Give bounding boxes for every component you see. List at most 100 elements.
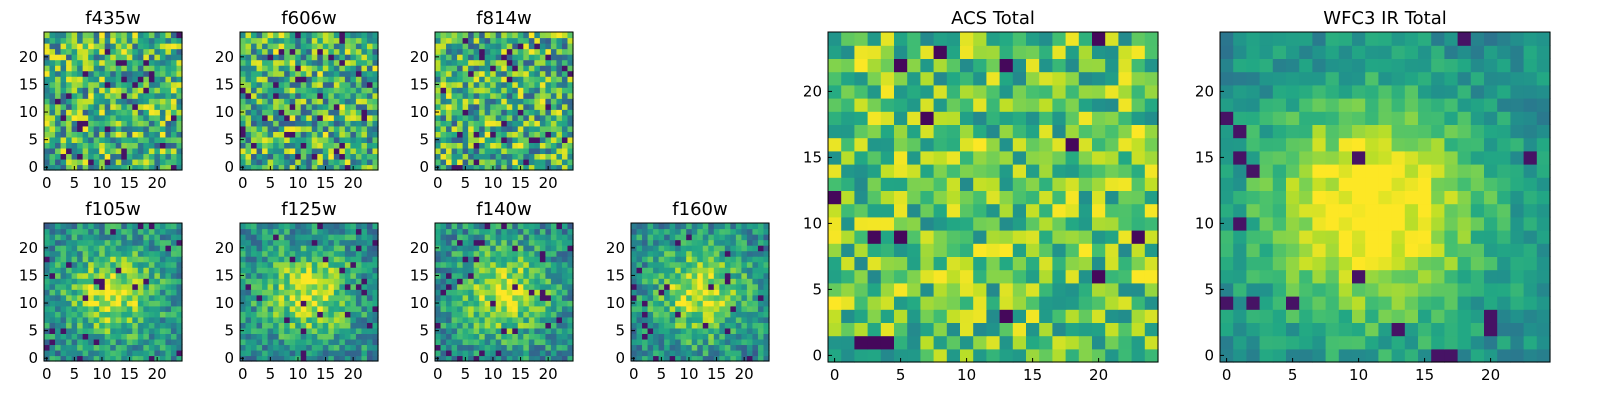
heatmap-cell	[556, 338, 563, 346]
heatmap-cell	[653, 261, 660, 268]
heatmap-cell	[333, 223, 340, 230]
heatmap-cell	[484, 344, 491, 351]
heatmap-cell	[680, 256, 687, 263]
heatmap-cell	[517, 272, 524, 279]
heatmap-cell	[647, 289, 654, 296]
heatmap-cell	[1039, 216, 1053, 231]
heatmap-cell	[300, 92, 307, 99]
heatmap-cell	[256, 272, 263, 279]
heatmap-cell	[512, 250, 519, 257]
heatmap-cell	[361, 147, 368, 155]
heatmap-cell	[506, 234, 513, 241]
heatmap-cell	[121, 305, 128, 312]
heatmap-cell	[256, 311, 263, 318]
heatmap-cell	[479, 109, 486, 116]
heatmap-cell	[686, 300, 693, 307]
heatmap-cell	[528, 153, 535, 160]
heatmap-cell	[523, 267, 530, 274]
heatmap-cell	[110, 37, 117, 44]
heatmap-cell	[647, 272, 654, 279]
heatmap-cell	[267, 256, 274, 263]
heatmap-cell	[708, 289, 715, 296]
heatmap-cell	[256, 125, 263, 132]
heatmap-cell	[523, 344, 530, 351]
heatmap-cell	[561, 283, 569, 290]
heatmap-cell	[960, 322, 974, 337]
heatmap-cell	[636, 316, 643, 323]
heatmap-cell	[506, 153, 513, 160]
heatmap-cell	[440, 344, 447, 351]
heatmap-cell	[567, 153, 574, 160]
heatmap-cell	[973, 335, 987, 350]
heatmap-cell	[104, 250, 111, 257]
heatmap-cell	[99, 136, 106, 143]
heatmap-cell	[484, 76, 491, 83]
heatmap-cell	[245, 76, 252, 83]
heatmap-cell	[366, 300, 374, 307]
heatmap-cell	[669, 267, 676, 274]
heatmap-cell	[451, 153, 458, 160]
heatmap-cell	[528, 250, 535, 257]
heatmap-cell	[495, 267, 502, 274]
heatmap-cell	[66, 59, 73, 66]
heatmap-cell	[528, 278, 535, 285]
heatmap-cell	[517, 289, 524, 296]
heatmap-cell	[66, 355, 73, 362]
heatmap-cell	[435, 322, 442, 329]
heatmap-cell	[240, 120, 247, 127]
heatmap-cell	[82, 349, 89, 357]
heatmap-cell	[556, 153, 563, 160]
heatmap-cell	[148, 333, 155, 340]
heatmap-cell	[462, 300, 469, 307]
heatmap-cell	[110, 245, 117, 252]
heatmap-cell	[523, 239, 530, 246]
heatmap-cell	[49, 311, 56, 318]
heatmap-cell	[669, 355, 676, 362]
heatmap-cell	[366, 65, 374, 72]
heatmap-cell	[828, 322, 842, 337]
heatmap-cell	[999, 164, 1014, 178]
heatmap-cell	[328, 120, 335, 127]
heatmap-cell	[680, 327, 687, 334]
heatmap-cell	[490, 131, 497, 138]
heatmap-cell	[350, 300, 357, 307]
heatmap-cell	[473, 153, 480, 160]
heatmap-cell	[328, 234, 335, 241]
heatmap-cell	[306, 305, 313, 312]
heatmap-cell	[82, 54, 89, 61]
heatmap-cell	[170, 142, 178, 149]
heatmap-cell	[339, 125, 346, 132]
heatmap-cell	[344, 164, 351, 171]
heatmap-cell	[451, 125, 458, 132]
heatmap-cell	[933, 322, 948, 337]
heatmap-cell	[719, 267, 726, 274]
heatmap-cell	[262, 153, 269, 160]
heatmap-cell	[44, 294, 51, 301]
heatmap-cell	[664, 272, 671, 279]
heatmap-cell	[93, 37, 100, 44]
heatmap-cell	[501, 333, 508, 340]
heatmap-cell	[763, 333, 770, 340]
heatmap-cell	[154, 223, 161, 230]
heatmap-cell	[1065, 322, 1080, 337]
heatmap-cell	[306, 338, 313, 346]
heatmap-cell	[311, 289, 318, 296]
heatmap-cell	[245, 70, 252, 77]
heatmap-cell	[60, 289, 67, 296]
heatmap-cell	[664, 316, 671, 323]
heatmap-cell	[446, 283, 453, 290]
heatmap-cell	[653, 250, 660, 257]
heatmap-cell	[484, 289, 491, 296]
heatmap-cell	[300, 98, 307, 105]
heatmap-cell	[176, 245, 183, 252]
heatmap-cell	[642, 305, 649, 312]
heatmap-cell	[561, 120, 569, 127]
heatmap-cell	[435, 32, 442, 39]
heatmap-cell	[680, 349, 687, 357]
heatmap-cell	[523, 305, 530, 312]
heatmap-cell	[176, 48, 183, 55]
heatmap-cell	[713, 245, 720, 252]
heatmap-cell	[88, 109, 95, 116]
heatmap-cell	[71, 59, 78, 66]
heatmap-cell	[440, 256, 447, 263]
